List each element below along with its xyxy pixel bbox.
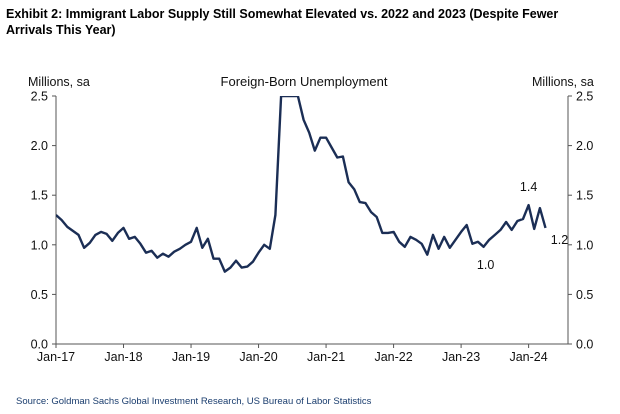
y-tick-label-left-5: 2.5 [31,90,48,104]
y-tick-label-right-4: 2.0 [576,139,593,153]
annotation-group: 1.4 1.0 1.2 [477,180,568,272]
x-tick-label-3: Jan-20 [239,350,277,364]
annotation-label-1: 1.0 [477,258,494,272]
left-axis-unit-label: Millions, sa [28,75,90,89]
x-tick-label-6: Jan-23 [442,350,480,364]
series-group [56,96,547,273]
exhibit-title: Exhibit 2: Immigrant Labor Supply Still … [6,7,559,37]
series-line-0 [56,96,547,273]
y-tick-label-right-0: 0.0 [576,338,593,352]
y-tick-label-left-0: 0.0 [31,338,48,352]
x-tick-label-0: Jan-17 [37,350,75,364]
y-tick-label-left-2: 1.0 [31,238,48,252]
x-tick-label-1: Jan-18 [104,350,142,364]
y-tick-label-left-1: 0.5 [31,288,48,302]
source-note: Source: Goldman Sachs Global Investment … [16,396,372,407]
right-axis-unit-label: Millions, sa [532,75,594,89]
x-axis-ticks: Jan-17 Jan-18 Jan-19 Jan-20 Jan-21 Jan-22 Jan-… [37,344,548,364]
annotation-label-2: 1.2 [551,233,568,247]
y-tick-label-left-4: 2.0 [31,139,48,153]
x-tick-label-7: Jan-24 [509,350,547,364]
y-tick-label-left-3: 1.5 [31,189,48,203]
chart-title: Foreign-Born Unemployment [221,74,388,89]
y-tick-label-right-1: 0.5 [576,288,593,302]
y-tick-label-right-3: 1.5 [576,189,593,203]
y-tick-label-right-2: 1.0 [576,238,593,252]
y-axis-ticks: 0.0 0.0 0.5 0.5 1.0 1.0 1.5 1.5 2.0 2.0 2.5 2.5 [31,90,594,352]
annotation-label-0: 1.4 [520,180,537,194]
x-tick-label-5: Jan-22 [374,350,412,364]
x-tick-label-4: Jan-21 [307,350,345,364]
y-tick-label-right-5: 2.5 [576,90,593,104]
x-tick-label-2: Jan-19 [172,350,210,364]
chart-axes [55,96,569,345]
